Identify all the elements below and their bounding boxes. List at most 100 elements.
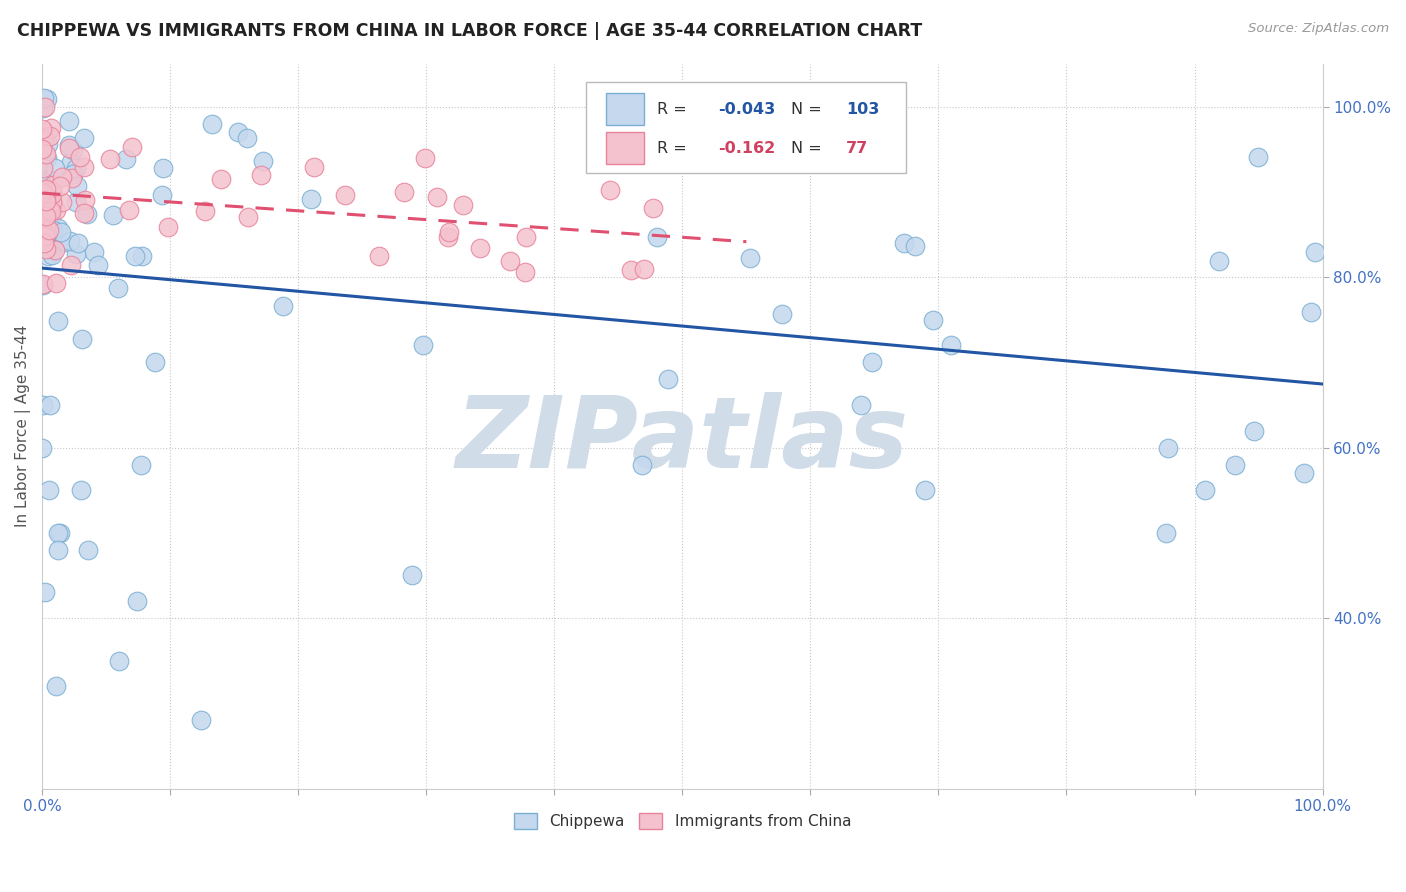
Point — [209, 172, 232, 186]
Point — [252, 154, 274, 169]
Point — [65, 178, 87, 193]
Bar — [606, 94, 644, 125]
Point — [83, 245, 105, 260]
Point — [1303, 245, 1326, 260]
Point — [32, 153, 55, 168]
Point — [58, 114, 80, 128]
Point — [738, 251, 761, 265]
Point — [98, 152, 121, 166]
Point — [401, 568, 423, 582]
Point — [42, 197, 65, 211]
Point — [1243, 424, 1265, 438]
Point — [115, 152, 138, 166]
Point — [413, 151, 436, 165]
Text: R =: R = — [657, 141, 692, 156]
Point — [150, 187, 173, 202]
Text: ZIPatlas: ZIPatlas — [456, 392, 908, 490]
Point — [35, 181, 58, 195]
Point — [32, 202, 55, 216]
Point — [226, 125, 249, 139]
Point — [31, 186, 53, 200]
Point — [118, 202, 141, 217]
Point — [631, 458, 654, 472]
Point — [31, 130, 53, 145]
Point — [31, 125, 53, 139]
Point — [32, 277, 55, 292]
Point — [46, 313, 69, 327]
Point — [34, 585, 56, 599]
Point — [31, 177, 53, 191]
Point — [31, 200, 53, 214]
Point — [34, 229, 56, 244]
Text: -0.162: -0.162 — [718, 141, 776, 156]
Point — [62, 144, 84, 158]
Point — [38, 201, 60, 215]
Point — [73, 206, 96, 220]
Point — [49, 525, 72, 540]
Point — [273, 299, 295, 313]
Point — [39, 244, 62, 258]
Point — [58, 138, 80, 153]
Point — [849, 398, 872, 412]
Point — [34, 229, 56, 244]
Point — [41, 194, 63, 209]
Point — [41, 248, 63, 262]
Point — [45, 277, 67, 291]
Point — [633, 261, 655, 276]
Point — [333, 188, 356, 202]
Point — [37, 92, 59, 106]
Point — [904, 239, 927, 253]
Point — [51, 170, 73, 185]
Point — [31, 193, 53, 207]
Point — [31, 194, 53, 208]
Point — [201, 117, 224, 131]
Point — [31, 398, 53, 412]
Point — [73, 193, 96, 207]
Point — [236, 211, 259, 225]
Point — [65, 194, 87, 209]
Point — [65, 247, 87, 261]
Point — [368, 249, 391, 263]
Point — [470, 241, 492, 255]
Point — [860, 355, 883, 369]
Point — [39, 204, 62, 219]
Point — [893, 235, 915, 250]
Point — [31, 186, 53, 200]
Point — [38, 128, 60, 143]
Point — [35, 227, 58, 242]
Point — [31, 230, 53, 244]
Point — [60, 258, 83, 272]
Point — [436, 229, 458, 244]
Text: 77: 77 — [846, 141, 869, 156]
Point — [236, 130, 259, 145]
Point — [249, 168, 271, 182]
Point — [41, 184, 63, 198]
Point — [127, 594, 149, 608]
Point — [51, 225, 73, 239]
Point — [124, 249, 146, 263]
Point — [38, 173, 60, 187]
Point — [645, 230, 668, 244]
Point — [46, 542, 69, 557]
Point — [59, 154, 82, 169]
Point — [32, 91, 55, 105]
Point — [31, 161, 53, 176]
Point — [499, 253, 522, 268]
Point — [65, 161, 87, 175]
Point — [657, 372, 679, 386]
Point — [62, 167, 84, 181]
Point — [37, 136, 59, 151]
Point — [1156, 525, 1178, 540]
Point — [48, 179, 70, 194]
Point — [31, 121, 53, 136]
Point — [1157, 441, 1180, 455]
Point — [156, 220, 179, 235]
Point — [1246, 151, 1268, 165]
Point — [641, 201, 664, 215]
Point — [453, 198, 475, 212]
Point — [922, 312, 945, 326]
Point — [76, 542, 98, 557]
Point — [121, 139, 143, 153]
Point — [190, 714, 212, 728]
Text: R =: R = — [657, 102, 692, 117]
